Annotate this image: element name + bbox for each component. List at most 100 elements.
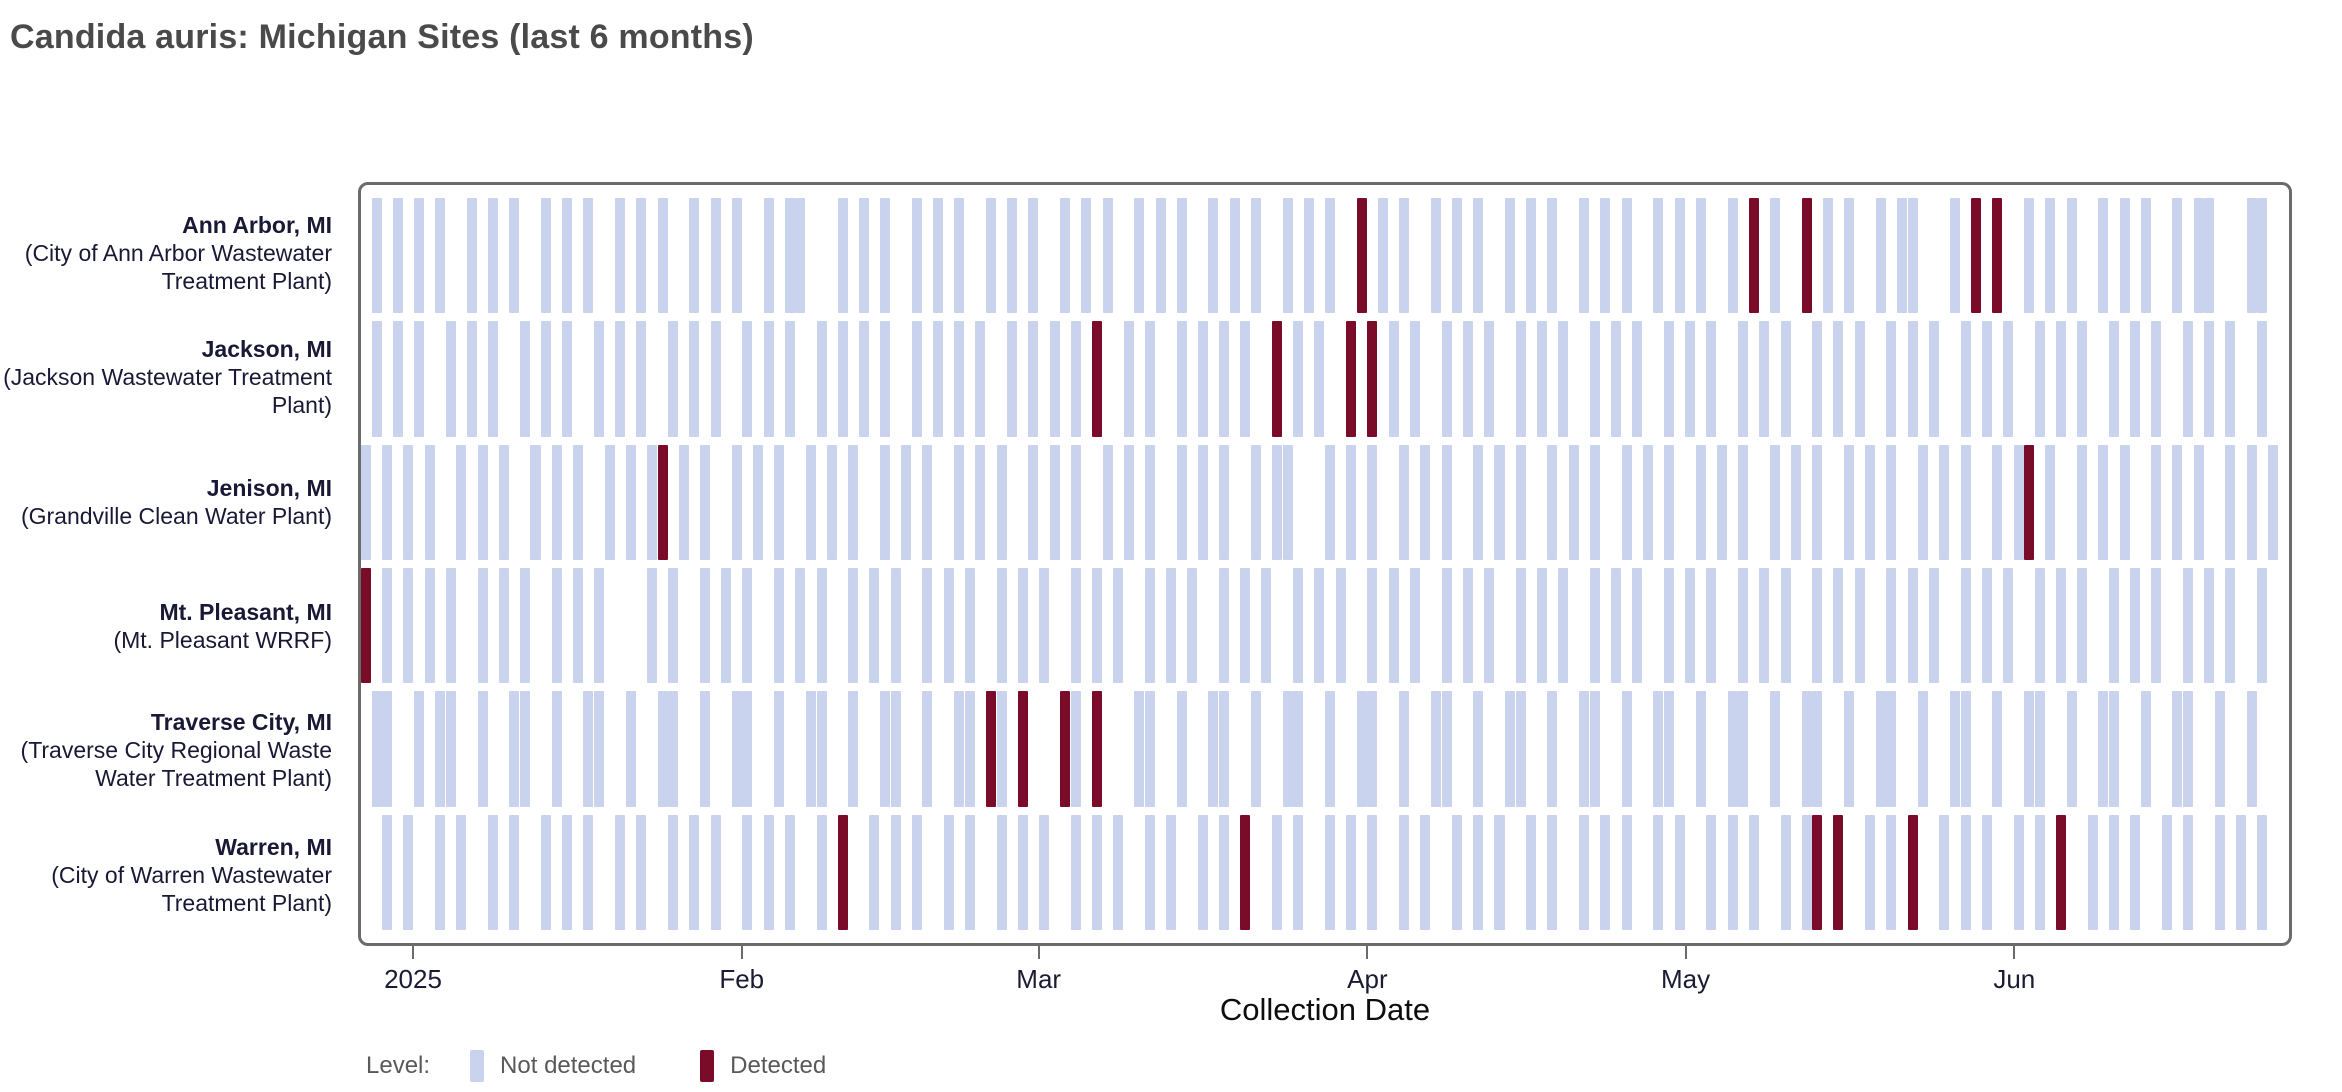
sample-bar-not-detected[interactable] (2045, 444, 2056, 560)
sample-bar-not-detected[interactable] (2183, 567, 2194, 684)
sample-bar-detected[interactable] (1971, 198, 1982, 314)
sample-bar-not-detected[interactable] (1483, 567, 1494, 684)
sample-bar-not-detected[interactable] (1695, 198, 1706, 314)
sample-bar-not-detected[interactable] (488, 198, 499, 314)
sample-bar-not-detected[interactable] (869, 567, 880, 684)
sample-bar-not-detected[interactable] (1515, 567, 1526, 684)
sample-bar-not-detected[interactable] (1663, 321, 1674, 437)
sample-bar-not-detected[interactable] (1685, 321, 1696, 437)
sample-bar-not-detected[interactable] (774, 691, 785, 807)
sample-bar-not-detected[interactable] (975, 321, 986, 437)
sample-bar-not-detected[interactable] (1282, 691, 1293, 807)
sample-bar-not-detected[interactable] (2045, 198, 2056, 314)
sample-bar-not-detected[interactable] (1123, 321, 1134, 437)
sample-bar-not-detected[interactable] (1081, 198, 1092, 314)
sample-bar-not-detected[interactable] (2002, 567, 2013, 684)
sample-bar-not-detected[interactable] (1155, 198, 1166, 314)
sample-bar-not-detected[interactable] (615, 321, 626, 437)
sample-bar-not-detected[interactable] (2130, 814, 2141, 930)
sample-bar-not-detected[interactable] (1070, 691, 1081, 807)
sample-bar-not-detected[interactable] (1399, 691, 1410, 807)
sample-bar-not-detected[interactable] (2193, 198, 2204, 314)
sample-bar-not-detected[interactable] (519, 321, 530, 437)
sample-bar-not-detected[interactable] (837, 198, 848, 314)
sample-bar-not-detected[interactable] (816, 567, 827, 684)
sample-bar-not-detected[interactable] (2236, 814, 2247, 930)
sample-bar-detected[interactable] (837, 814, 848, 930)
sample-bar-not-detected[interactable] (636, 814, 647, 930)
sample-bar-not-detected[interactable] (647, 567, 658, 684)
sample-bar-not-detected[interactable] (1441, 567, 1452, 684)
sample-bar-not-detected[interactable] (1293, 567, 1304, 684)
sample-bar-not-detected[interactable] (1250, 444, 1261, 560)
sample-bar-not-detected[interactable] (742, 567, 753, 684)
sample-bar-not-detected[interactable] (445, 567, 456, 684)
sample-bar-detected[interactable] (986, 691, 997, 807)
sample-bar-not-detected[interactable] (1568, 444, 1579, 560)
sample-bar-not-detected[interactable] (2172, 691, 2183, 807)
sample-bar-not-detected[interactable] (1950, 691, 1961, 807)
sample-bar-not-detected[interactable] (1663, 444, 1674, 560)
sample-bar-not-detected[interactable] (1430, 198, 1441, 314)
sample-bar-not-detected[interactable] (413, 691, 424, 807)
sample-bar-not-detected[interactable] (361, 444, 372, 560)
sample-bar-not-detected[interactable] (382, 814, 393, 930)
sample-bar-not-detected[interactable] (424, 444, 435, 560)
sample-bar-not-detected[interactable] (1240, 321, 1251, 437)
sample-bar-not-detected[interactable] (1282, 444, 1293, 560)
sample-bar-not-detected[interactable] (1070, 321, 1081, 437)
sample-bar-not-detected[interactable] (2077, 567, 2088, 684)
sample-bar-not-detected[interactable] (1981, 567, 1992, 684)
sample-bar-not-detected[interactable] (604, 444, 615, 560)
sample-bar-not-detected[interactable] (1579, 691, 1590, 807)
sample-bar-not-detected[interactable] (1377, 198, 1388, 314)
sample-bar-detected[interactable] (1367, 321, 1378, 437)
sample-bar-not-detected[interactable] (594, 567, 605, 684)
sample-bar-not-detected[interactable] (2108, 814, 2119, 930)
sample-bar-not-detected[interactable] (742, 814, 753, 930)
sample-bar-not-detected[interactable] (1695, 691, 1706, 807)
sample-bar-not-detected[interactable] (1441, 444, 1452, 560)
sample-bar-not-detected[interactable] (1102, 444, 1113, 560)
sample-bar-not-detected[interactable] (805, 691, 816, 807)
sample-bar-not-detected[interactable] (1791, 444, 1802, 560)
sample-bar-not-detected[interactable] (1579, 198, 1590, 314)
sample-bar-not-detected[interactable] (1822, 198, 1833, 314)
sample-bar-not-detected[interactable] (710, 321, 721, 437)
sample-bar-not-detected[interactable] (647, 444, 658, 560)
sample-bar-not-detected[interactable] (1028, 321, 1039, 437)
sample-bar-not-detected[interactable] (625, 444, 636, 560)
sample-bar-not-detected[interactable] (1558, 321, 1569, 437)
sample-bar-not-detected[interactable] (996, 691, 1007, 807)
sample-bar-detected[interactable] (1801, 198, 1812, 314)
sample-bar-not-detected[interactable] (1367, 444, 1378, 560)
sample-bar-not-detected[interactable] (1505, 691, 1516, 807)
sample-bar-not-detected[interactable] (1960, 691, 1971, 807)
sample-bar-not-detected[interactable] (1653, 691, 1664, 807)
sample-bar-not-detected[interactable] (933, 321, 944, 437)
sample-bar-not-detected[interactable] (382, 691, 393, 807)
sample-bar-not-detected[interactable] (890, 567, 901, 684)
sample-bar-not-detected[interactable] (1367, 691, 1378, 807)
sample-bar-not-detected[interactable] (1070, 567, 1081, 684)
sample-bar-not-detected[interactable] (1144, 567, 1155, 684)
sample-bar-not-detected[interactable] (657, 198, 668, 314)
sample-bar-not-detected[interactable] (1049, 321, 1060, 437)
sample-bar-not-detected[interactable] (572, 567, 583, 684)
sample-bar-not-detected[interactable] (498, 567, 509, 684)
sample-bar-not-detected[interactable] (445, 691, 456, 807)
sample-bar-not-detected[interactable] (1960, 321, 1971, 437)
sample-bar-not-detected[interactable] (1038, 567, 1049, 684)
sample-bar-not-detected[interactable] (1219, 444, 1230, 560)
sample-bar-not-detected[interactable] (594, 321, 605, 437)
sample-bar-not-detected[interactable] (922, 691, 933, 807)
sample-bar-not-detected[interactable] (869, 814, 880, 930)
sample-bar-not-detected[interactable] (1621, 198, 1632, 314)
sample-bar-not-detected[interactable] (541, 814, 552, 930)
sample-bar-not-detected[interactable] (382, 444, 393, 560)
sample-bar-not-detected[interactable] (1685, 567, 1696, 684)
sample-bar-not-detected[interactable] (1663, 691, 1674, 807)
sample-bar-not-detected[interactable] (1632, 567, 1643, 684)
sample-bar-detected[interactable] (361, 567, 372, 684)
sample-bar-not-detected[interactable] (1208, 198, 1219, 314)
